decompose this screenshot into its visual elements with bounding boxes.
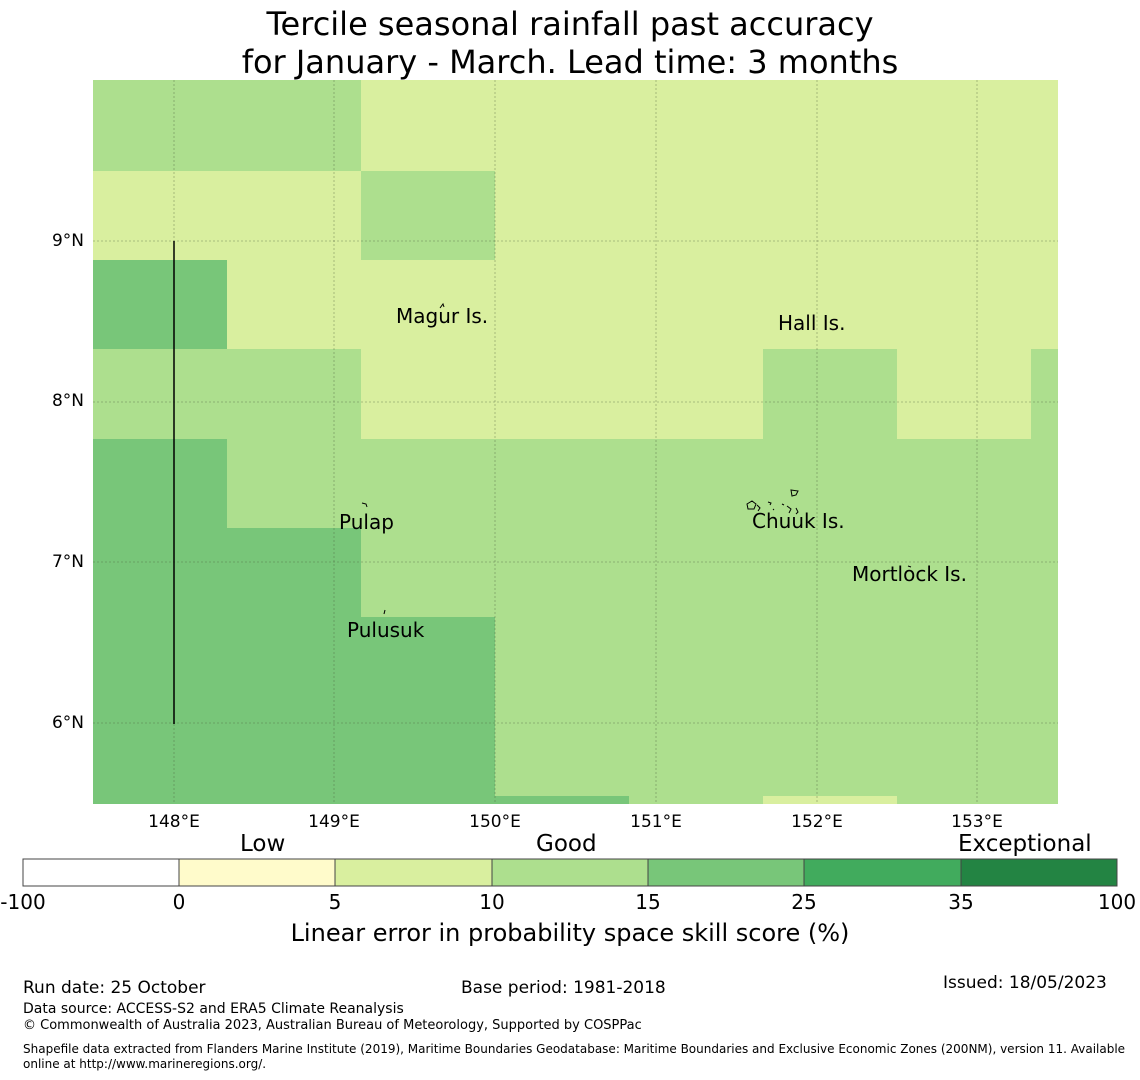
lon-label-152e: 152°E <box>777 812 857 832</box>
grid-cell <box>361 349 763 439</box>
grid-cell <box>495 617 1058 804</box>
place-label-mortlock: Mortlock Is. <box>852 562 967 586</box>
grid-cell <box>495 171 1058 260</box>
lat-label-9n: 9°N <box>24 231 84 251</box>
category-low: Low <box>240 830 285 858</box>
run-date: Run date: 25 October <box>23 978 206 998</box>
grid-cell <box>361 171 495 260</box>
grid-cell <box>763 349 897 439</box>
copyright-notice: © Commonwealth of Australia 2023, Austra… <box>23 1018 642 1033</box>
colorbar-swatch-2 <box>179 859 335 886</box>
colorbar-swatch-7 <box>961 859 1117 886</box>
place-label-chuuk: Chuuk Is. <box>752 509 845 533</box>
grid-cell <box>227 260 1058 349</box>
category-good: Good <box>536 830 597 858</box>
lon-label-153e: 153°E <box>937 812 1017 832</box>
lat-label-8n: 8°N <box>24 391 84 411</box>
colorbar-tick: 0 <box>139 890 219 914</box>
issued-date: Issued: 18/05/2023 <box>943 973 1107 993</box>
grid-cell <box>93 349 361 439</box>
place-label-hall: Hall Is. <box>778 311 845 335</box>
colorbar-tick: 35 <box>921 890 1001 914</box>
data-source: Data source: ACCESS-S2 and ERA5 Climate … <box>23 1001 404 1017</box>
place-label-magur: Magur Is. <box>396 304 488 328</box>
colorbar-tick: 100 <box>1077 890 1140 914</box>
grid-cell <box>1031 349 1058 439</box>
colorbar-swatch-4 <box>492 859 648 886</box>
colorbar-tick: 5 <box>295 890 375 914</box>
grid-cell <box>495 796 629 804</box>
colorbar-tick: -100 <box>0 890 63 914</box>
place-label-pulap: Pulap <box>339 510 394 534</box>
lon-label-150e: 150°E <box>455 812 535 832</box>
category-exceptional: Exceptional <box>958 830 1092 858</box>
colorbar-tick: 10 <box>452 890 532 914</box>
colorbar-swatch-5 <box>648 859 804 886</box>
base-period: Base period: 1981-2018 <box>461 978 666 998</box>
shapefile-attribution: Shapefile data extracted from Flanders M… <box>23 1042 1133 1072</box>
colorbar <box>23 859 1117 886</box>
grid-cell <box>763 796 897 804</box>
grid-cell <box>93 439 227 528</box>
colorbar-swatch-1 <box>23 859 179 886</box>
place-label-pulusuk: Pulusuk <box>347 618 424 642</box>
colorbar-tick: 25 <box>764 890 844 914</box>
colorbar-label: Linear error in probability space skill … <box>0 918 1140 948</box>
lon-label-151e: 151°E <box>616 812 696 832</box>
lat-label-6n: 6°N <box>24 713 84 733</box>
grid-cell <box>93 171 361 260</box>
grid-cell <box>93 617 495 804</box>
colorbar-swatch-6 <box>804 859 961 886</box>
grid-cell <box>361 80 1058 171</box>
lon-label-149e: 149°E <box>294 812 374 832</box>
skill-grid <box>93 80 1058 804</box>
grid-cell <box>93 528 361 617</box>
grid-cell <box>93 80 361 171</box>
grid-cell <box>93 260 227 349</box>
colorbar-tick: 15 <box>608 890 688 914</box>
lon-label-148e: 148°E <box>134 812 214 832</box>
lat-label-7n: 7°N <box>24 552 84 572</box>
colorbar-swatch-3 <box>335 859 492 886</box>
grid-cell <box>897 349 1031 439</box>
